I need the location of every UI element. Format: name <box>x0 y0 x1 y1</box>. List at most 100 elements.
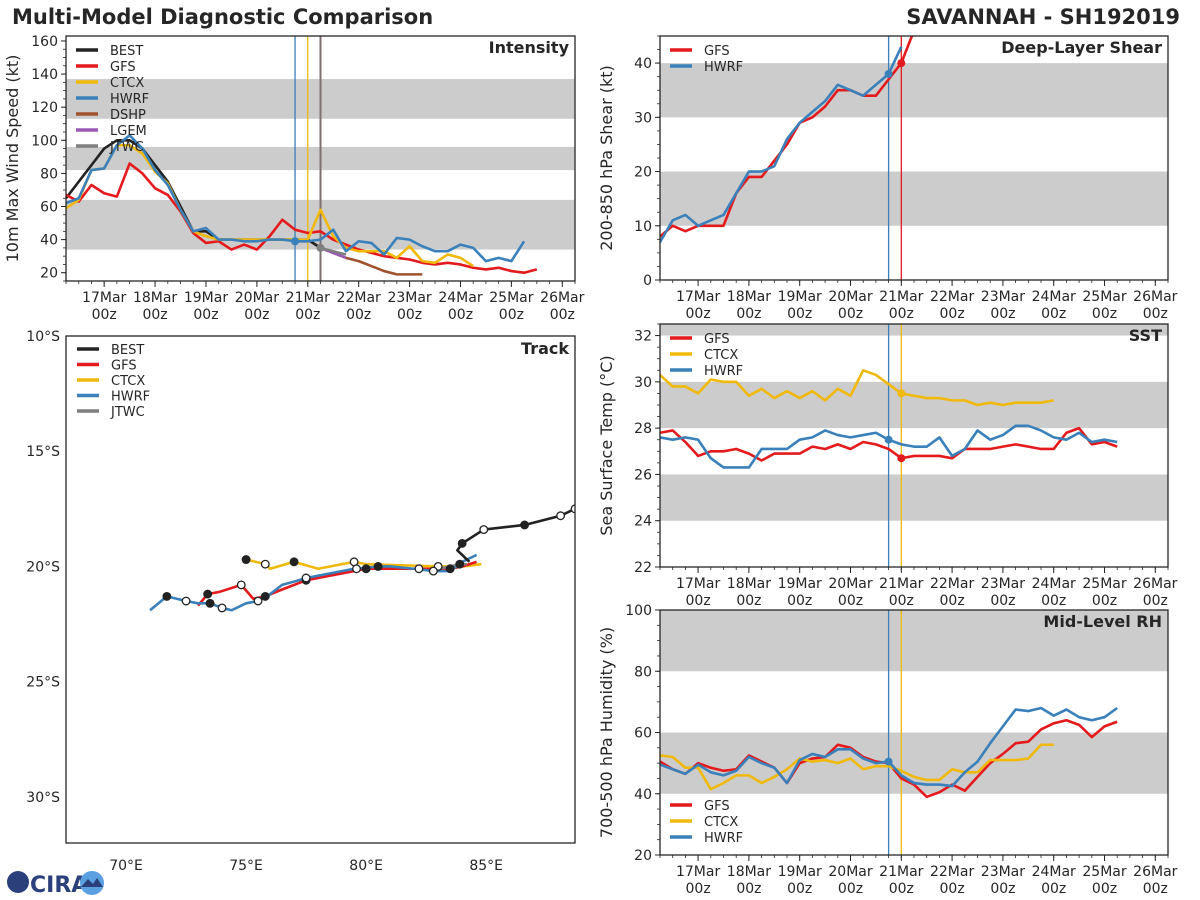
track-point-00z <box>520 520 530 530</box>
lat-label: 30°S <box>26 790 60 806</box>
legend-label: HWRF <box>704 60 743 75</box>
track-point-12z <box>181 596 191 606</box>
legend-label: CTCX <box>110 76 144 91</box>
x-tick-label: 18Mar <box>727 864 771 880</box>
x-tick-label: 21Mar <box>879 289 923 305</box>
x-tick-label: 18Mar <box>133 290 177 306</box>
x-tick-label: 00z <box>787 881 812 897</box>
x-tick-label: 17Mar <box>676 289 720 305</box>
cira-logo: CIRA <box>7 871 104 898</box>
y-tick-label: 28 <box>634 421 652 437</box>
shaded-band <box>660 324 1168 336</box>
x-tick-label: 23Mar <box>981 576 1025 592</box>
x-tick-label: 19Mar <box>778 864 822 880</box>
track-point-00z <box>289 557 299 567</box>
init-marker-gfs <box>897 59 906 68</box>
panel-sst: 22242628303217Mar00z18Mar00z19Mar00z20Ma… <box>597 323 1178 609</box>
x-tick-label: 00z <box>346 307 371 323</box>
legend-label: HWRF <box>111 390 150 405</box>
panel-track: 10°S 15°S 20°S 25°S 30°S 70°E 75°E 80°E 85°E Trac… <box>26 329 576 874</box>
panel-title: Deep-Layer Shear <box>1001 38 1162 57</box>
x-tick-label: 20Mar <box>828 289 872 305</box>
x-tick-label: 20Mar <box>828 576 872 592</box>
y-tick-label: 22 <box>634 560 652 576</box>
legend-label: BEST <box>111 343 144 358</box>
shaded-band <box>660 474 1168 521</box>
init-marker-hwrf <box>291 237 300 246</box>
plot-area <box>660 36 1168 280</box>
x-tick-label: 00z <box>1041 306 1066 322</box>
plot-area <box>66 36 575 281</box>
y-tick-label: 160 <box>31 34 58 50</box>
y-tick-label: 32 <box>634 329 652 345</box>
init-marker-gfs <box>897 454 906 463</box>
lat-label: 15°S <box>26 444 60 460</box>
track-point-00z <box>162 591 172 601</box>
legend-item-ctcx: CTCX <box>76 76 144 91</box>
x-tick-label: 17Mar <box>82 290 126 306</box>
x-tick-label: 18Mar <box>727 576 771 592</box>
panel-title: Intensity <box>489 38 570 57</box>
x-tick-label: 00z <box>940 881 965 897</box>
x-tick-label: 00z <box>787 593 812 609</box>
legend-item-best: BEST <box>76 44 143 59</box>
legend-label: JTWC <box>109 140 144 155</box>
x-tick-label: 00z <box>990 593 1015 609</box>
track-hwrf <box>149 553 478 612</box>
track-point-12z <box>428 566 438 576</box>
legend-label: CTCX <box>111 374 145 389</box>
legend-item-dshp: DSHP <box>76 108 146 123</box>
x-tick-label: 00z <box>736 593 761 609</box>
y-axis-label: 700-500 hPa Humidity (%) <box>597 627 616 838</box>
track-point-12z <box>253 596 263 606</box>
x-tick-label: 00z <box>244 307 269 323</box>
y-tick-label: 120 <box>31 100 58 116</box>
y-tick-label: 10 <box>634 219 652 235</box>
series-gfs <box>660 426 1118 462</box>
x-tick-label: 19Mar <box>778 289 822 305</box>
track-point-12z <box>301 573 311 583</box>
x-tick-label: 19Mar <box>184 290 228 306</box>
legend-label: CTCX <box>704 815 738 830</box>
track-point-00z <box>457 538 467 548</box>
legend-item-jtwc: JTWC <box>77 405 145 420</box>
shaded-band <box>660 381 1168 429</box>
x-tick-label: 00z <box>550 307 575 323</box>
x-tick-label: 18Mar <box>727 289 771 305</box>
shaded-band <box>660 63 1168 118</box>
y-tick-label: 20 <box>634 848 652 864</box>
legend-label: GFS <box>704 332 730 347</box>
x-tick-label: 00z <box>686 593 711 609</box>
legend-label: HWRF <box>704 831 743 846</box>
x-tick-label: 24Mar <box>1032 289 1076 305</box>
init-marker-hwrf <box>884 69 893 78</box>
shaded-band <box>660 610 1168 672</box>
globe-icon <box>7 871 29 893</box>
track-point-00z <box>373 562 383 571</box>
x-tick-label: 26Mar <box>1133 576 1177 592</box>
legend-item-gfs: GFS <box>670 332 730 347</box>
y-tick-label: 40 <box>634 787 652 803</box>
y-tick-label: 26 <box>634 467 652 483</box>
x-tick-label: 00z <box>940 306 965 322</box>
legend-item-hwrf: HWRF <box>670 60 743 75</box>
y-tick-label: 20 <box>40 266 58 282</box>
x-tick-label: 00z <box>990 306 1015 322</box>
y-tick-label: 60 <box>40 200 58 216</box>
y-tick-label: 0 <box>643 273 652 289</box>
legend-item-jtwc: JTWC <box>76 140 144 155</box>
x-tick-label: 25Mar <box>1082 864 1126 880</box>
x-tick-label: 22Mar <box>930 576 974 592</box>
legend-label: GFS <box>110 60 136 75</box>
track-point-00z <box>445 564 455 574</box>
y-tick-label: 140 <box>31 67 58 83</box>
y-tick-label: 100 <box>625 603 652 619</box>
lon-label: 85°E <box>469 858 503 874</box>
series-jtwc <box>320 246 347 256</box>
legend-label: GFS <box>704 44 730 59</box>
legend-label: JTWC <box>110 405 145 420</box>
lat-label: 25°S <box>26 675 60 691</box>
legend-item-ctcx: CTCX <box>670 348 738 363</box>
